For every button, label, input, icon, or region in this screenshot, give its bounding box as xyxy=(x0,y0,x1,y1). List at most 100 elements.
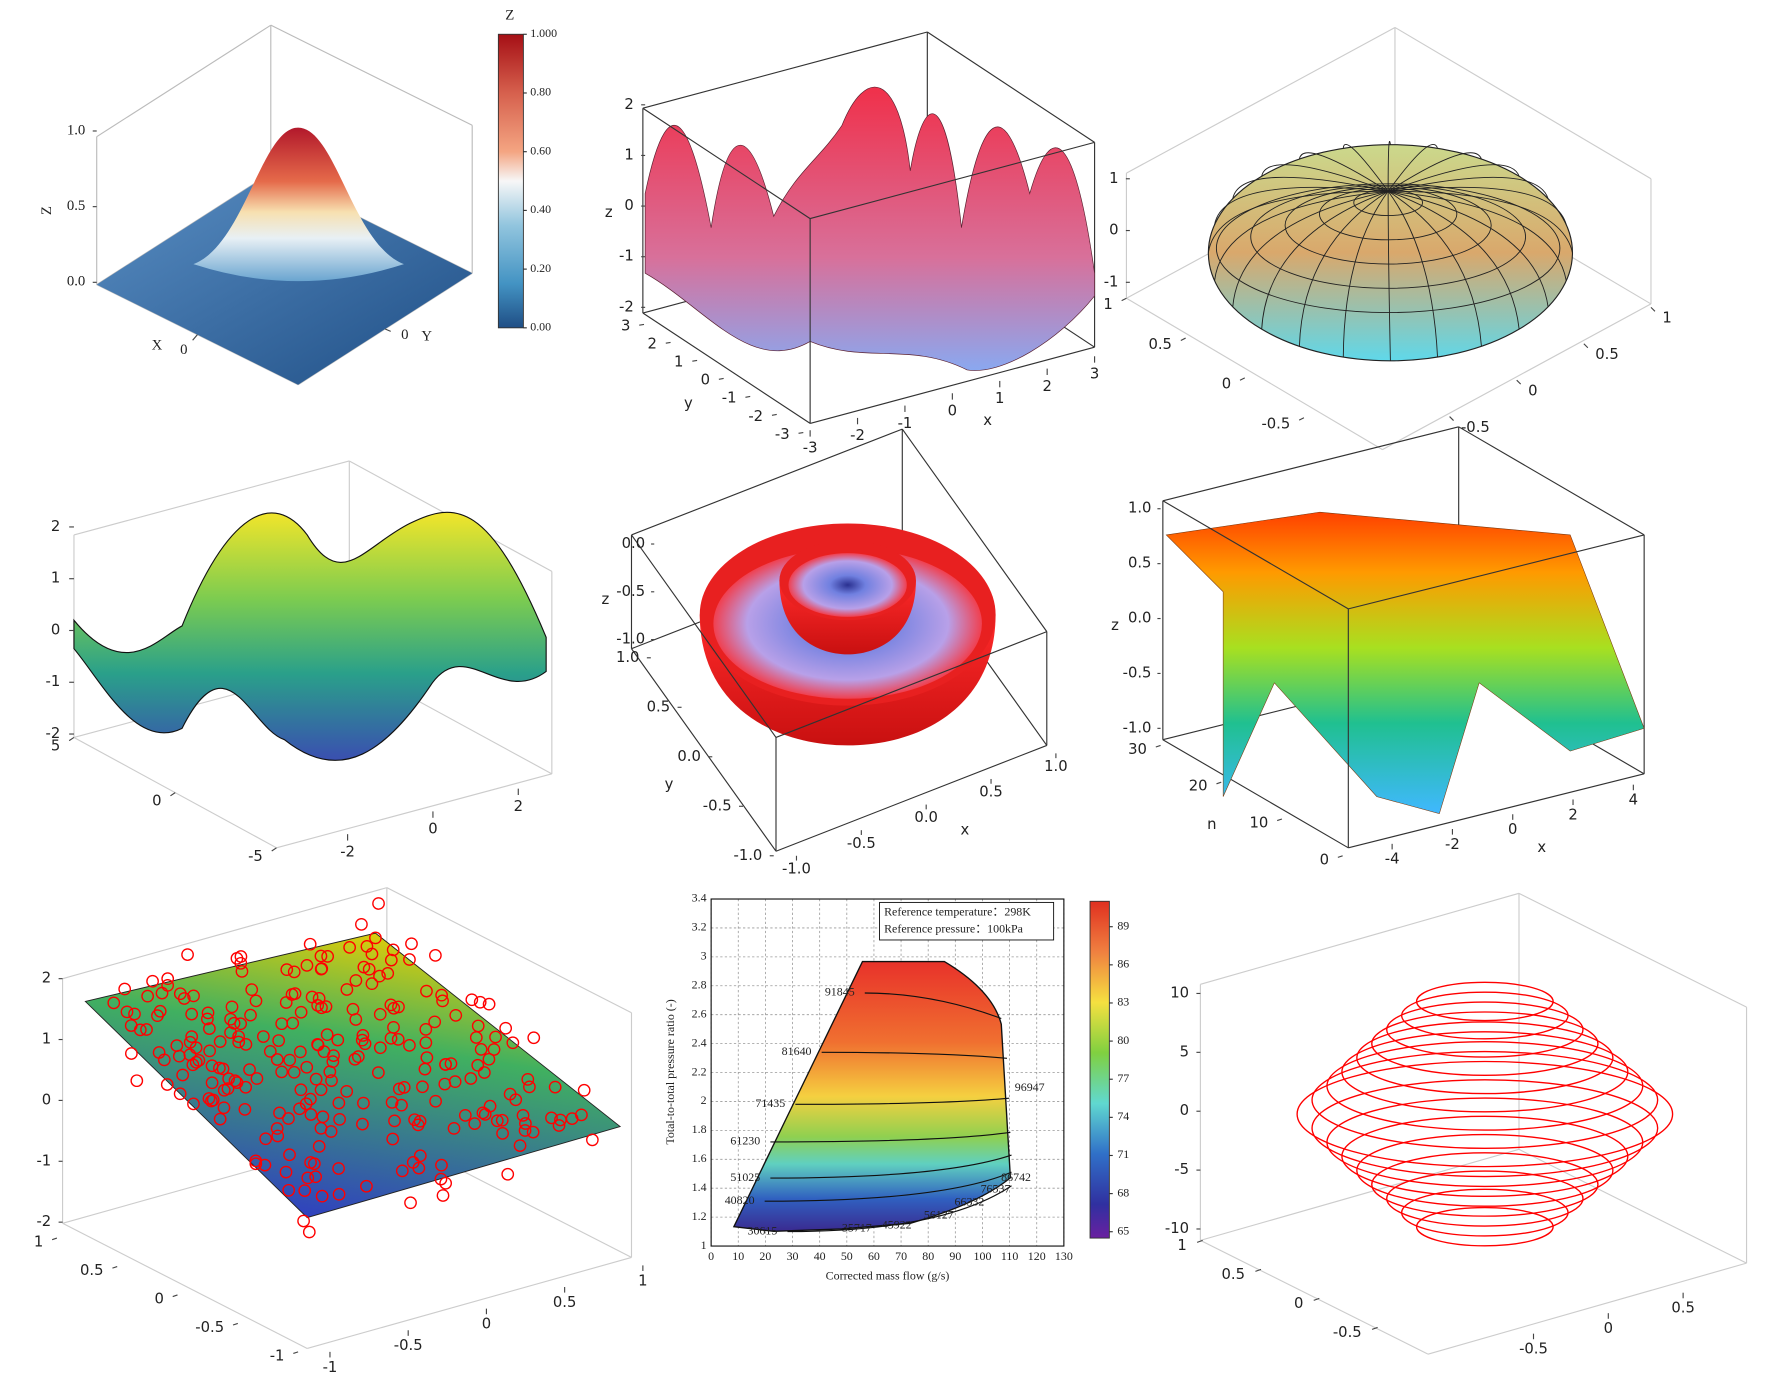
scatter-point xyxy=(358,1037,372,1051)
scatter-point xyxy=(213,1035,227,1049)
scatter-point xyxy=(444,1057,458,1070)
scatter-point xyxy=(202,1092,216,1105)
speed-label: 61230 xyxy=(730,1134,760,1148)
y-tick xyxy=(692,359,698,362)
box-edge xyxy=(1458,426,1645,536)
annotation-box xyxy=(879,901,1055,941)
y-tick-label: 30 xyxy=(1128,741,1147,758)
box-edge xyxy=(775,631,1048,738)
scatter-point xyxy=(297,1214,310,1228)
box-edge xyxy=(276,773,552,849)
z-tick-label: 0 xyxy=(1109,222,1118,239)
x-tick-label: 20 xyxy=(759,1249,771,1263)
y-tick-label: 0 xyxy=(701,372,710,389)
speed-line xyxy=(770,1154,1012,1179)
scatter-point xyxy=(213,1112,227,1126)
x-tick-label: 0 xyxy=(708,1249,714,1263)
scatter-point xyxy=(465,993,479,1007)
scatter-point xyxy=(249,1157,263,1171)
scatter-point xyxy=(397,1080,411,1094)
x-tick-label: -1 xyxy=(898,415,913,432)
y-tick-label: 0 xyxy=(1320,851,1329,868)
scatter-point xyxy=(413,1149,427,1163)
box-edge xyxy=(631,428,903,536)
scatter-point xyxy=(458,1108,472,1122)
speed-label: 56127 xyxy=(924,1207,954,1221)
scatter-point xyxy=(384,953,398,967)
scatter-point xyxy=(280,963,294,977)
colorbar-tick-label: 0.00 xyxy=(530,320,551,334)
scatter-point xyxy=(499,1021,513,1035)
scatter-point xyxy=(473,995,487,1009)
scatter-point xyxy=(181,948,194,961)
scatter-point xyxy=(468,1117,482,1131)
mesh-line xyxy=(1387,140,1391,192)
scatter-point xyxy=(282,1112,295,1125)
scatter-point xyxy=(495,1113,509,1127)
scatter-point xyxy=(434,1172,448,1186)
scatter-point xyxy=(300,1060,314,1074)
helix-ring xyxy=(1415,1206,1554,1247)
scatter-point xyxy=(506,1036,520,1050)
z-tick-label: 2 xyxy=(42,970,51,987)
box-edge xyxy=(62,887,388,980)
scatter-point xyxy=(332,1187,346,1201)
speed-label: 30615 xyxy=(747,1223,777,1237)
scatter-point xyxy=(273,1106,286,1120)
scatter-point xyxy=(287,965,301,979)
scatter-point xyxy=(232,1030,245,1043)
box-edge xyxy=(62,1222,308,1349)
helix-ring xyxy=(1386,1001,1584,1058)
scatter-point xyxy=(388,1114,401,1128)
y-axis-title: Total-to-total pressure ratio (-) xyxy=(663,999,677,1144)
y-tick xyxy=(172,1294,178,1298)
x-tick-label: -3 xyxy=(803,439,818,456)
y-tick xyxy=(1255,1268,1262,1272)
scatter-point xyxy=(160,1078,174,1091)
scatter-point xyxy=(405,937,418,951)
scatter-point xyxy=(250,1072,264,1085)
scatter-point xyxy=(418,1062,432,1076)
z-tick-label: -2 xyxy=(36,1213,51,1230)
speed-label: 66332 xyxy=(955,1194,985,1208)
scatter-point xyxy=(239,1080,253,1094)
scatter-point xyxy=(403,953,416,966)
speed-label: 96947 xyxy=(1015,1080,1045,1094)
y-tick-label: 2.4 xyxy=(692,1035,707,1049)
x-tick-label: -2 xyxy=(850,427,865,444)
scatter-point xyxy=(386,943,400,957)
box-edge xyxy=(1518,892,1747,1008)
scatter-point xyxy=(381,967,395,980)
scatter-point xyxy=(189,1055,203,1069)
scatter-point xyxy=(501,1167,515,1181)
surface xyxy=(1165,511,1645,815)
colorbar-tick-label: 80 xyxy=(1117,1033,1129,1047)
scatter-point xyxy=(283,1148,296,1162)
scatter-point xyxy=(303,937,317,951)
surface xyxy=(788,553,907,617)
scatter-point xyxy=(471,1058,485,1072)
colorbar-tick-label: 74 xyxy=(1117,1109,1129,1123)
x-axis-title: x xyxy=(960,822,969,839)
z-axis-title: z xyxy=(1111,617,1119,634)
z-tick-label: 0.0 xyxy=(622,535,646,552)
x-tick-label: 1 xyxy=(638,1272,647,1289)
scatter-point xyxy=(355,917,368,931)
scatter-point xyxy=(340,983,354,996)
mesh-line xyxy=(1388,176,1549,199)
x-tick-label: 80 xyxy=(922,1249,934,1263)
scatter-point xyxy=(228,1074,242,1088)
scatter-point xyxy=(304,1092,317,1106)
box-edge xyxy=(1162,426,1459,502)
y-tick-label: -3 xyxy=(775,426,790,443)
scatter-point xyxy=(203,1022,216,1035)
scatter-point xyxy=(325,1074,338,1087)
scatter-point xyxy=(118,982,132,996)
y-tick xyxy=(771,413,777,416)
scatter-point xyxy=(185,1030,199,1044)
scatter-point xyxy=(438,1077,452,1091)
z-tick-label: -1 xyxy=(36,1152,51,1169)
mesh-line xyxy=(1232,190,1389,307)
box-edge xyxy=(270,24,473,126)
scatter-point xyxy=(176,1068,190,1082)
